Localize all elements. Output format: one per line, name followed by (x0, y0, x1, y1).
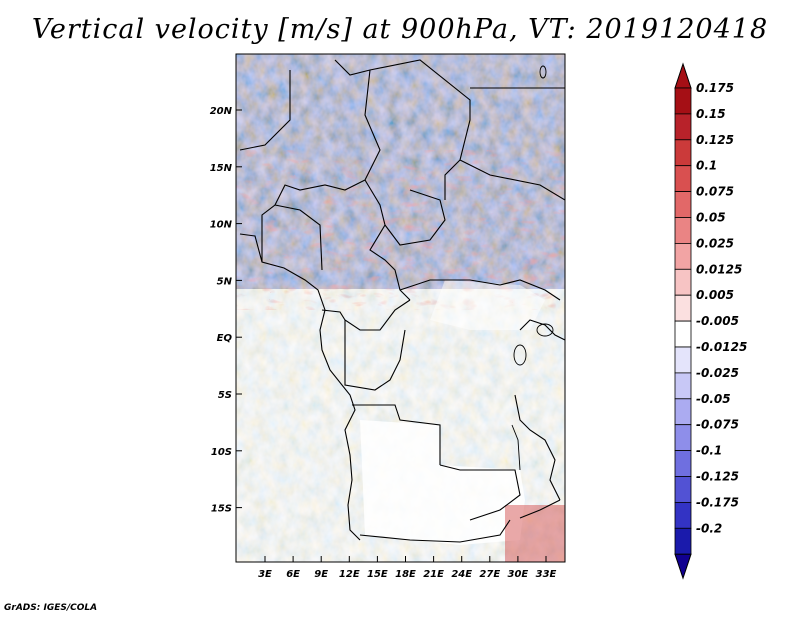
colorbar-label: -0.1 (696, 444, 722, 458)
credit-text: GrADS: IGES/COLA (4, 603, 98, 613)
lat-label: 10S (211, 447, 232, 458)
colorbar-label: 0.0125 (696, 262, 742, 276)
lat-label: 15N (210, 163, 233, 174)
colorbar-bottom-arrow (674, 553, 692, 580)
colorbar-segment (674, 424, 692, 452)
colorbar-segment (674, 191, 692, 218)
colorbar-label: 0.05 (696, 211, 726, 225)
boundaries (239, 59, 565, 543)
colorbar-label: 0.15 (696, 107, 726, 121)
latitude-axis: 20N 15N 10N 5N EQ 5S 10S 15S (210, 106, 242, 515)
longitude-axis: 3E 6E 9E 12E 15E 18E 21E 24E 27E 30E 33E (258, 556, 557, 580)
lon-label: 12E (339, 569, 360, 580)
colorbar-segment (674, 372, 692, 400)
lat-label: EQ (217, 333, 233, 344)
lat-label: 15S (211, 504, 232, 515)
lon-label: 30E (508, 569, 529, 580)
colorbar-label: -0.0125 (696, 340, 747, 354)
colorbar-segment (674, 320, 692, 348)
colorbar-label: -0.005 (696, 314, 739, 328)
lat-label: 10N (210, 220, 233, 231)
colorbar-segment (674, 346, 692, 374)
lat-label: 20N (210, 106, 233, 117)
colorbar-segment (674, 501, 692, 529)
colorbar-label: 0.025 (696, 236, 734, 250)
lon-label: 21E (423, 569, 444, 580)
colorbar-label: -0.125 (696, 470, 739, 484)
colorbar-label: 0.1 (696, 159, 717, 173)
lon-label: 3E (258, 569, 272, 580)
colorbar-label: 0.175 (696, 81, 734, 95)
lat-label: 5S (218, 390, 232, 401)
colorbar-top-arrow (674, 62, 692, 89)
colorbar-segment (674, 476, 692, 503)
colorbar-segment (674, 242, 692, 270)
colorbar-label: -0.2 (696, 521, 722, 535)
colorbar-segment (674, 294, 692, 322)
colorbar-segment (674, 527, 692, 555)
colorbar-segment (674, 450, 692, 477)
lon-label: 33E (536, 569, 557, 580)
colorbar-segment (674, 87, 692, 115)
lon-label: 6E (286, 569, 300, 580)
colorbar-segment (674, 113, 692, 141)
lon-label: 9E (314, 569, 328, 580)
colorbar-segment (674, 165, 692, 192)
lon-label: 15E (367, 569, 388, 580)
lon-label: 27E (479, 569, 500, 580)
lon-label: 18E (395, 569, 416, 580)
colorbar-label: 0.075 (696, 185, 734, 199)
colorbar-label: -0.175 (696, 495, 739, 509)
velocity-field (236, 54, 565, 562)
lon-label: 24E (451, 569, 472, 580)
chart-title: Vertical velocity [m/s] at 900hPa, VT: 2… (31, 14, 769, 45)
colorbar-label: -0.05 (696, 392, 731, 406)
colorbar-segment (674, 217, 692, 244)
colorbar-label: 0.005 (696, 288, 734, 302)
lat-label: 5N (217, 276, 233, 287)
colorbar-segment (674, 398, 692, 426)
colorbar: 0.175 0.15 0.125 0.1 0.075 0.05 0.025 0.0125 0.0… (674, 62, 747, 580)
colorbar-label: -0.075 (696, 418, 739, 432)
colorbar-segment (674, 268, 692, 296)
plot-frame (235, 53, 566, 563)
colorbar-label: 0.125 (696, 133, 734, 147)
colorbar-label: -0.025 (696, 366, 739, 380)
colorbar-segment (674, 139, 692, 167)
